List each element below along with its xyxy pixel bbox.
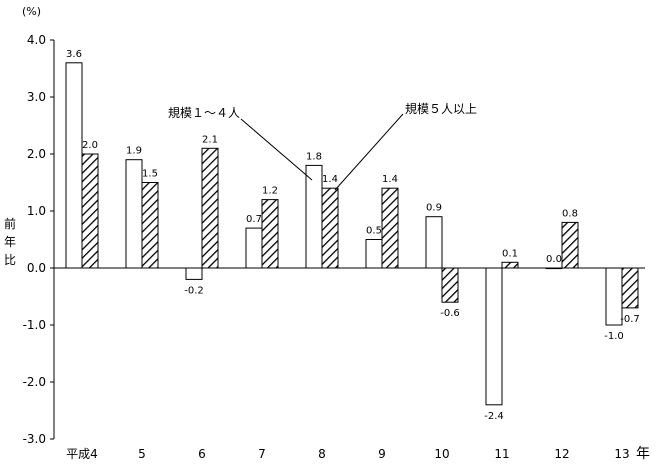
x-tick-label: 5 <box>138 447 146 461</box>
series-annotation-large-leader <box>334 113 404 191</box>
y-axis-label-char: 前 <box>4 216 16 231</box>
bar-series-2 <box>381 187 399 269</box>
bar-series-1 <box>65 62 83 269</box>
x-tick-label: 6 <box>198 447 206 461</box>
bar-data-label: -0.2 <box>184 285 204 296</box>
bar-series-1 <box>425 216 443 269</box>
y-tick-label: -3.0 <box>23 432 46 446</box>
y-tick-label: 0.0 <box>27 261 46 275</box>
bar-data-label: -0.6 <box>440 308 460 319</box>
y-axis-label-char: 比 <box>4 253 16 267</box>
y-tick-label: -2.0 <box>23 375 46 389</box>
bar-data-label: 0.0 <box>546 254 562 265</box>
bar-data-label: -0.7 <box>620 314 640 325</box>
bar-series-1 <box>125 159 143 269</box>
x-tick-label: 7 <box>258 447 266 461</box>
y-unit-label: (%) <box>22 5 41 18</box>
y-axis-label-char: 年 <box>4 235 16 249</box>
bar-data-label: 1.5 <box>142 169 158 180</box>
y-tick-label: 1.0 <box>27 204 46 218</box>
bar-data-label: 1.9 <box>126 146 142 157</box>
bar-data-label: -2.4 <box>484 411 504 422</box>
y-axis-label: 前年比 <box>4 216 16 267</box>
bar-series-2 <box>621 267 639 309</box>
series-annotation-large: 規模５人以上 <box>405 101 477 116</box>
bar-series-2 <box>501 261 519 269</box>
x-axis-label: 年 <box>636 446 650 462</box>
bar-data-label: 0.5 <box>366 226 382 237</box>
bar-data-label: 2.0 <box>82 140 98 151</box>
bar-data-label: 1.8 <box>306 151 322 162</box>
y-tick-label: 2.0 <box>27 147 46 161</box>
bar-data-label: 3.6 <box>66 49 82 60</box>
x-axis-ticks: 平成4 5 6 7 8 9 10 11 12 13 <box>66 447 629 461</box>
bars: 3.6 1.9 -0.2 0.7 1.8 0.5 0.9 -2.4 0.0 -1.0 2.0 1.5 2… <box>54 49 645 422</box>
bar-series-2 <box>561 221 579 269</box>
bar-data-label: 0.8 <box>562 208 578 219</box>
bar-series-1 <box>245 227 263 269</box>
bar-data-label: -1.0 <box>604 331 624 342</box>
series-annotation-small-leader <box>240 118 313 181</box>
x-tick-label: 平成4 <box>66 447 98 461</box>
bar-series-2 <box>321 187 339 269</box>
x-tick-label: 9 <box>378 447 386 461</box>
bar-series-2 <box>81 153 99 269</box>
bar-series-2 <box>261 199 279 269</box>
series-annotation-small: 規模１～４人 <box>168 105 240 120</box>
bar-data-label: 1.4 <box>322 174 338 185</box>
y-tick-label: 3.0 <box>27 90 46 104</box>
bar-data-label: 0.9 <box>426 203 442 214</box>
bar-series-1 <box>305 164 323 269</box>
bar-series-2 <box>441 267 459 303</box>
x-tick-label: 13 <box>614 447 629 461</box>
x-tick-label: 10 <box>434 447 449 461</box>
bar-series-1 <box>185 267 203 280</box>
bar-data-label: 0.7 <box>246 214 262 225</box>
x-tick-label: 8 <box>318 447 326 461</box>
bar-data-label: 0.1 <box>502 248 518 259</box>
bar-series-2 <box>201 147 219 269</box>
y-tick-label: -1.0 <box>23 318 46 332</box>
x-tick-label: 11 <box>494 447 509 461</box>
bar-data-label: 1.2 <box>262 186 278 197</box>
bar-series-2 <box>141 182 159 269</box>
bar-series-1 <box>545 267 563 270</box>
x-tick-label: 12 <box>554 447 569 461</box>
series-annotations: 規模１～４人 規模５人以上 <box>168 101 477 191</box>
y-tick-label: 4.0 <box>27 33 46 47</box>
bar-data-label: 1.4 <box>382 174 398 185</box>
bar-series-1 <box>485 267 503 406</box>
y-axis: 4.0 3.0 2.0 1.0 0.0 -1.0 -2.0 -3.0 <box>23 33 55 446</box>
bar-series-1 <box>365 239 383 269</box>
bar-data-label: 2.1 <box>202 134 218 145</box>
